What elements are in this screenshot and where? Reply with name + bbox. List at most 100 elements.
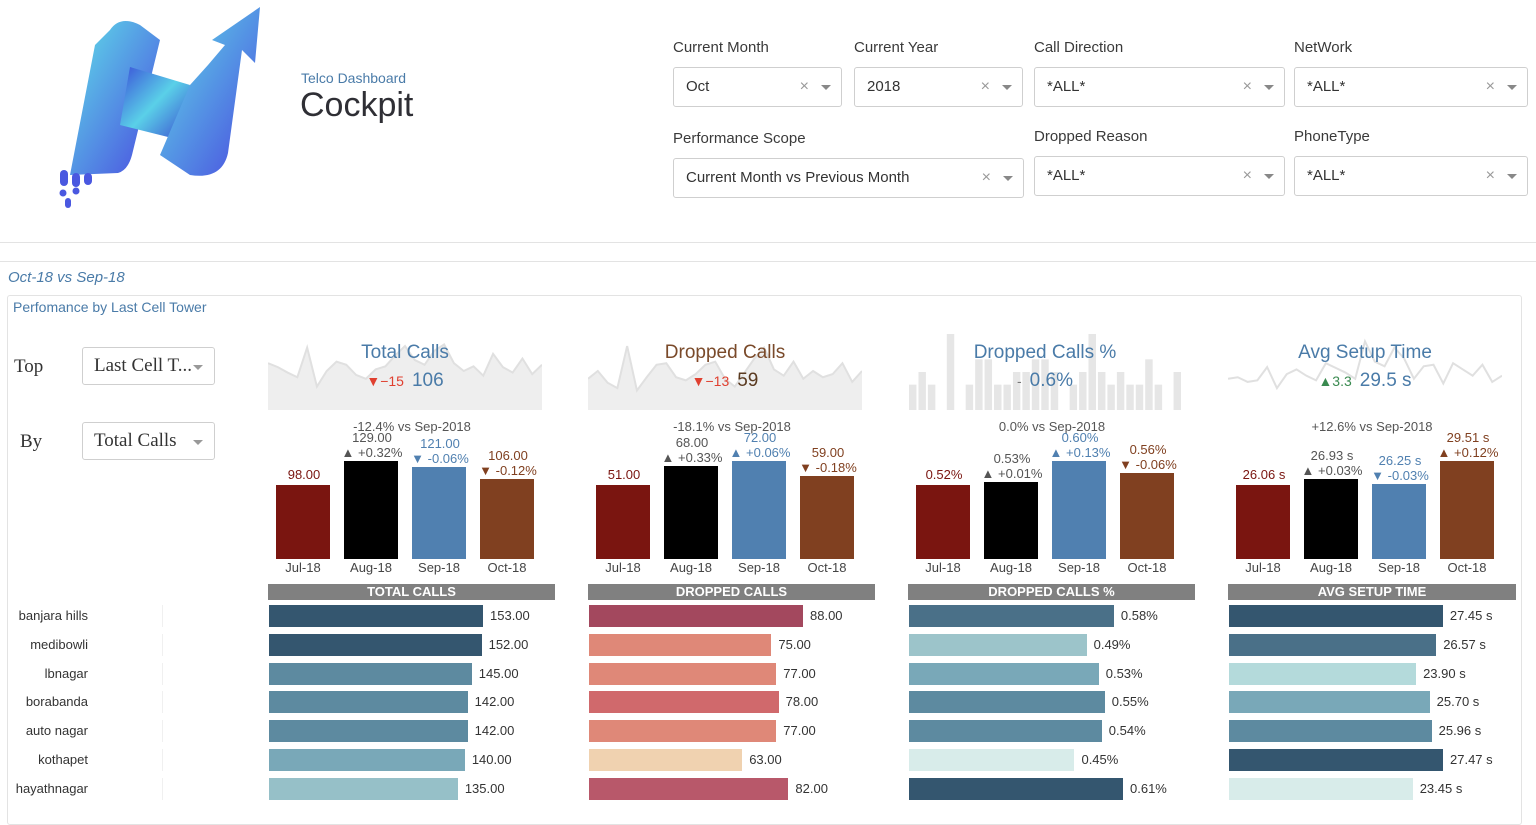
chevron-down-icon[interactable] <box>1003 176 1013 181</box>
dropped-reason-select[interactable]: *ALL* × <box>1034 156 1285 196</box>
month-bar-sep-18[interactable]: ▼ -0.06% 121.00 <box>411 435 469 559</box>
top-dimension-select[interactable]: Last Cell T... <box>82 347 215 385</box>
tower-value: 152.00 <box>488 636 529 652</box>
tower-bar-dropped-pct[interactable] <box>909 777 1123 800</box>
current-month-select[interactable]: Oct × <box>673 67 842 107</box>
by-measure-select[interactable]: Total Calls <box>82 422 215 460</box>
kpi-title: Total Calls <box>361 342 449 363</box>
filter-network: NetWork *ALL* × <box>1294 39 1528 107</box>
select-value: Last Cell T... <box>94 355 192 376</box>
chevron-down-icon[interactable] <box>1507 174 1517 179</box>
tower-value: 63.00 <box>749 752 782 767</box>
tower-bar-setup-time[interactable] <box>1229 749 1443 771</box>
month-label: Sep-18 <box>1378 560 1420 575</box>
select-value: *ALL* <box>1047 78 1086 95</box>
tower-bar-dropped-calls[interactable] <box>589 605 803 627</box>
clear-icon[interactable]: × <box>1242 167 1252 184</box>
sparkline-column <box>1173 372 1181 410</box>
tower-value: 0.54% <box>1108 723 1146 739</box>
month-bar-sep-18[interactable]: ▲ +0.06% 72.00 <box>730 430 790 559</box>
clear-icon[interactable]: × <box>1242 78 1252 95</box>
month-bar-jul-18[interactable]: 51.00 <box>596 435 652 559</box>
month-bar-oct-18[interactable]: ▼ -0.06% 0.56% <box>1119 435 1177 559</box>
chevron-down-icon[interactable] <box>1507 85 1517 90</box>
tower-bar-dropped-pct[interactable] <box>909 720 1102 743</box>
month-bar-oct-18[interactable]: ▼ -0.12% 106.00 <box>479 435 537 559</box>
chevron-down-icon[interactable] <box>1264 174 1274 179</box>
call-direction-select[interactable]: *ALL* × <box>1034 67 1285 107</box>
tower-bar-total-calls[interactable] <box>269 691 468 714</box>
tower-value: 0.49% <box>1093 636 1131 652</box>
tower-bar-total-calls[interactable] <box>269 633 482 656</box>
bar-value-label: 26.06 s <box>1242 467 1286 482</box>
kpi-title: Dropped Calls <box>664 342 786 363</box>
chevron-down-icon[interactable] <box>193 365 203 370</box>
month-bar-jul-18[interactable]: 98.00 <box>276 435 332 559</box>
tower-bar-dropped-calls[interactable] <box>589 662 777 685</box>
month-bar-oct-18[interactable]: ▲ +0.12% 29.51 s <box>1438 430 1498 559</box>
current-year-select[interactable]: 2018 × <box>854 67 1023 107</box>
tower-bar-dropped-pct[interactable] <box>909 691 1105 714</box>
tower-value: 27.47 s <box>1450 752 1493 767</box>
tower-bar-total-calls[interactable] <box>269 662 472 685</box>
tower-value: 25.70 s <box>1436 694 1480 710</box>
clear-icon[interactable]: × <box>799 78 809 95</box>
tower-bar-setup-time[interactable] <box>1229 662 1417 685</box>
tower-bar-dropped-calls[interactable] <box>589 691 779 714</box>
tower-bar-setup-time[interactable] <box>1229 633 1437 656</box>
tower-bar-total-calls[interactable] <box>269 605 483 627</box>
month-bar-jul-18[interactable]: 0.52% <box>916 435 972 559</box>
chevron-down-icon[interactable] <box>821 85 831 90</box>
clear-icon[interactable]: × <box>1485 78 1495 95</box>
tower-bar-setup-time[interactable] <box>1229 691 1430 714</box>
chevron-down-icon[interactable] <box>193 440 203 445</box>
filter-current-year: Current Year 2018 × <box>854 39 1023 107</box>
chevron-down-icon[interactable] <box>1002 85 1012 90</box>
bar-value-label: 98.00 <box>287 467 321 482</box>
bar <box>1120 473 1174 559</box>
clear-icon[interactable]: × <box>981 169 991 186</box>
tower-bar-dropped-calls[interactable] <box>589 633 772 656</box>
month-bar-sep-18[interactable]: ▼ -0.03% 26.25 s <box>1371 435 1429 559</box>
performance-scope-select[interactable]: Current Month vs Previous Month × <box>673 158 1024 198</box>
sparkline <box>909 334 1181 410</box>
clear-icon[interactable]: × <box>980 78 990 95</box>
month-bar-aug-18[interactable]: ▲ +0.33% 68.00 <box>662 435 722 559</box>
bar <box>276 485 330 559</box>
bar-change: ▼ -0.03% <box>1371 467 1429 483</box>
month-bar-aug-18[interactable]: ▲ +0.01% 0.53% <box>982 435 1042 559</box>
month-bar-aug-18[interactable]: ▲ +0.32% 129.00 <box>342 430 402 559</box>
bar <box>664 465 718 559</box>
chevron-down-icon[interactable] <box>1264 85 1274 90</box>
month-bar-jul-18[interactable]: 26.06 s <box>1236 435 1292 559</box>
tower-bar-dropped-calls[interactable] <box>589 777 789 800</box>
tower-bar-dropped-calls[interactable] <box>589 749 743 771</box>
clear-icon[interactable]: × <box>1485 167 1495 184</box>
sparkline <box>268 343 542 410</box>
kpi-value-row: -0.6% <box>908 370 1182 392</box>
tower-bar-total-calls[interactable] <box>269 720 468 743</box>
select-value: *ALL* <box>1307 167 1346 184</box>
select-value: *ALL* <box>1047 167 1086 184</box>
month-bar-oct-18[interactable]: ▼ -0.18% 59.00 <box>799 435 857 559</box>
network-select[interactable]: *ALL* × <box>1294 67 1528 107</box>
tower-bar-dropped-pct[interactable] <box>909 633 1087 656</box>
bar <box>1304 478 1358 559</box>
tower-bar-dropped-pct[interactable] <box>909 662 1099 685</box>
row-divider <box>162 691 163 714</box>
month-bar-sep-18[interactable]: ▲ +0.13% 0.60% <box>1050 430 1110 559</box>
month-bar-aug-18[interactable]: ▲ +0.03% 26.93 s <box>1302 435 1362 559</box>
tower-bar-total-calls[interactable] <box>269 749 465 771</box>
tower-bar-dropped-pct[interactable] <box>909 749 1075 771</box>
tower-bar-dropped-pct[interactable] <box>909 605 1114 627</box>
tower-bar-dropped-calls[interactable] <box>589 720 777 743</box>
phone-type-select[interactable]: *ALL* × <box>1294 156 1528 196</box>
tower-name: kothapet <box>38 752 88 767</box>
tower-value: 23.45 s <box>1419 780 1463 796</box>
tower-bar-total-calls[interactable] <box>269 777 458 800</box>
tower-bar-setup-time[interactable] <box>1229 777 1413 800</box>
tower-bar-setup-time[interactable] <box>1229 605 1443 627</box>
filter-label: Call Direction <box>1034 39 1124 56</box>
tower-bar-setup-time[interactable] <box>1229 720 1432 743</box>
filter-label: Performance Scope <box>673 130 806 147</box>
